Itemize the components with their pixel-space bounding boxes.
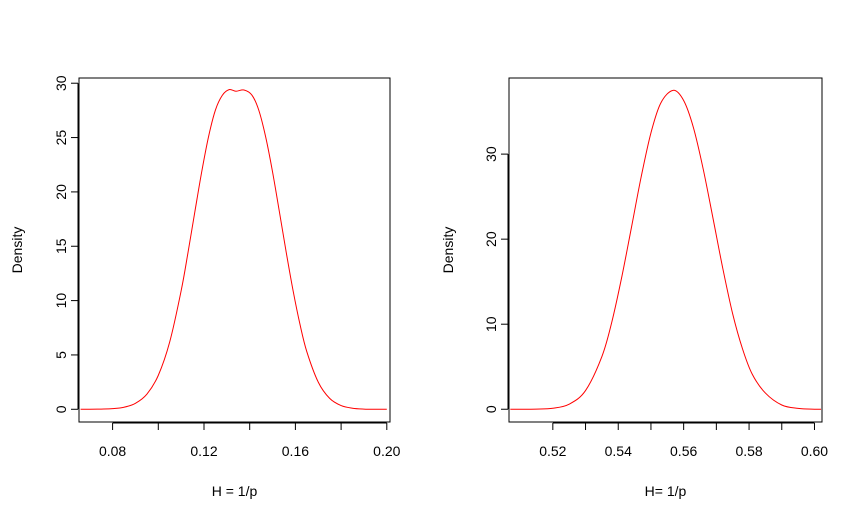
x-tick-label: 0.16 — [282, 443, 309, 459]
x-tick-label: 0.58 — [735, 443, 762, 459]
x-tick-label: 0.54 — [605, 443, 632, 459]
x-axis-title: H = 1/p — [212, 483, 258, 499]
y-axis-title: Density — [9, 227, 25, 274]
density-line — [80, 89, 387, 410]
density-line — [510, 89, 822, 410]
y-tick-label: 30 — [483, 146, 499, 162]
x-tick-label: 0.20 — [373, 443, 400, 459]
chart-panel-1: 0.08 0.12 0.16 0.20 0 5 10 15 20 25 30 H = 1/p Densi… — [9, 75, 401, 499]
y-tick-label: 20 — [53, 184, 69, 200]
x-axis-title: H= 1/p — [645, 483, 687, 499]
y-tick-label: 25 — [53, 130, 69, 146]
plot-frame — [78, 77, 391, 423]
y-tick-label: 0 — [53, 405, 69, 413]
x-tick-label: 0.60 — [801, 443, 828, 459]
y-tick-label: 10 — [483, 316, 499, 332]
chart-panel-2: 0.52 0.54 0.56 0.58 0.60 0 10 20 30 H= 1/p Density — [440, 77, 828, 499]
y-tick-label: 0 — [483, 405, 499, 413]
y-tick-label: 20 — [483, 231, 499, 247]
y-tick-label: 5 — [53, 351, 69, 359]
y-axis-title: Density — [440, 227, 456, 274]
y-tick-label: 15 — [53, 238, 69, 254]
x-tick-label: 0.56 — [670, 443, 697, 459]
x-tick-label: 0.12 — [190, 443, 217, 459]
y-tick-label: 30 — [53, 75, 69, 91]
x-tick-label: 0.08 — [99, 443, 126, 459]
y-tick-label: 10 — [53, 293, 69, 309]
x-tick-label: 0.52 — [539, 443, 566, 459]
plot-frame — [508, 77, 823, 423]
